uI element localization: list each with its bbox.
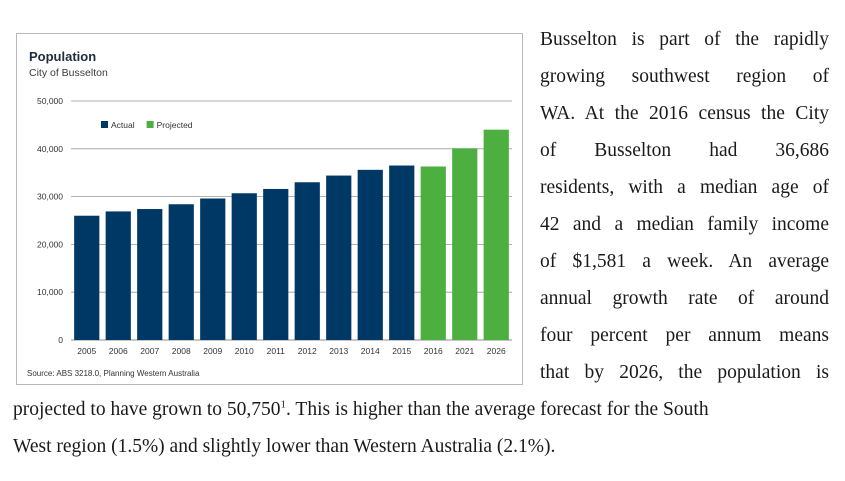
y-tick-label: 30,000 [37,192,63,202]
x-tick-label: 2016 [424,346,443,356]
legend-swatch [101,121,108,128]
x-tick-label: 2012 [298,346,317,356]
x-tick-label: 2005 [77,346,96,356]
x-tick-label: 2008 [172,346,191,356]
x-tick-label: 2026 [487,346,506,356]
paragraph-line: projected to have grown to 50,7501. This… [13,391,833,428]
paragraph-line: 42 and a median family income [540,214,829,235]
bottom-paragraph: projected to have grown to 50,7501. This… [13,391,833,465]
footnote-marker: 1 [280,398,287,411]
paragraph-line: that by 2026, the population is [540,362,829,383]
x-tick-label: 2015 [392,346,411,356]
bar-actual [168,204,194,340]
y-tick-label: 40,000 [37,144,63,154]
y-tick-label: 0 [58,335,63,345]
bar-actual [357,169,383,340]
bar-projected [452,148,478,340]
bar-projected [420,166,446,340]
y-tick-label: 50,000 [37,96,63,106]
paragraph-line: annual growth rate of around [540,288,829,309]
x-tick-label: 2010 [235,346,254,356]
paragraph-line: of Busselton had 36,686 [540,140,829,161]
bar-actual [326,175,352,340]
x-tick-label: 2014 [361,346,380,356]
right-paragraph: Busselton is part of the rapidly growing… [540,21,829,391]
paragraph-line: growing southwest region of [540,66,829,87]
paragraph-line: WA. At the 2016 census the City [540,103,829,124]
x-tick-label: 2007 [140,346,159,356]
paragraph-text: projected to have grown to 50,750 [13,399,281,420]
chart-subtitle: City of Busselton [29,67,108,79]
population-bar-chart: 0 10,000 20,000 30,000 40,000 50,000 2005 2006 2… [37,96,512,356]
y-tick-label: 10,000 [37,287,63,297]
x-tick-label: 2011 [267,346,286,356]
paragraph-line: residents, with a median age of [540,177,829,198]
bar-actual [263,188,289,340]
bar-actual [105,211,131,340]
bar-projected [483,129,509,340]
paragraph-line: Busselton is part of the rapidly [540,29,829,50]
paragraph-line: West region (1.5%) and slightly lower th… [13,436,556,457]
y-tick-label: 20,000 [37,239,63,249]
x-tick-label: 2006 [109,346,128,356]
paragraph-line: four percent per annum means [540,325,829,346]
bar-actual [389,165,415,340]
bar-actual [231,193,257,340]
paragraph-line: of $1,581 a week. An average [540,251,829,272]
x-tick-label: 2009 [203,346,222,356]
bar-actual [137,209,163,340]
legend-label: Projected [157,120,193,130]
legend-swatch [146,121,154,128]
bar-actual [74,215,100,340]
bar-actual [294,182,320,340]
x-tick-label: 2021 [455,346,474,356]
legend-label: Actual [111,120,135,130]
paragraph-text: . This is higher than the average foreca… [286,399,709,420]
chart-title: Population [29,49,97,64]
bar-actual [200,198,226,340]
x-tick-label: 2013 [329,346,348,356]
chart-source: Source: ABS 3218.0, Planning Western Aus… [27,369,200,378]
chart-panel: Population City of Busselton 0 10,000 20,0… [16,33,523,385]
